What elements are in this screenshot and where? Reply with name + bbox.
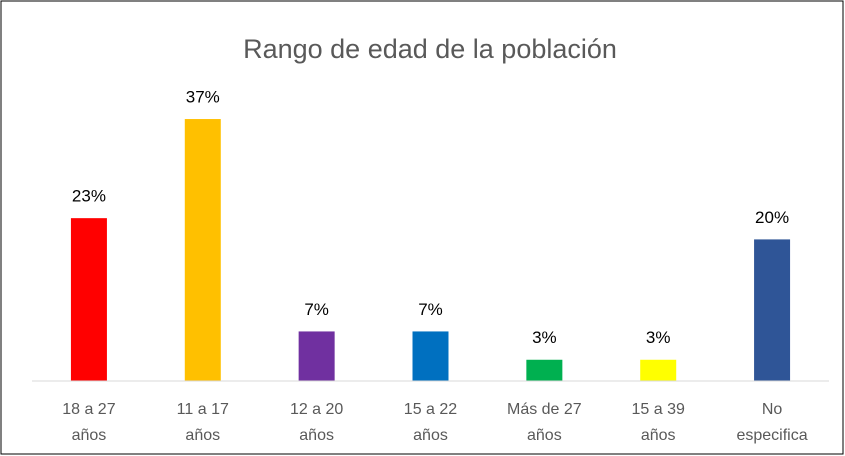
x-tick-label: 18 a 27 años (62, 401, 115, 444)
bar (184, 119, 221, 381)
data-label: 20% (755, 208, 789, 227)
x-tick-label: 11 a 17 años (177, 401, 229, 444)
data-label: 7% (304, 300, 329, 319)
x-tick-label: 15 a 22 años (404, 401, 457, 444)
data-label: 3% (532, 328, 557, 347)
bar (754, 239, 791, 381)
data-label: 3% (646, 328, 671, 347)
chart-title: Rango de edad de la población (243, 34, 617, 64)
x-tick-label: 15 a 39 años (632, 401, 685, 444)
bar (70, 218, 107, 381)
bar (526, 359, 563, 381)
bar (298, 331, 335, 381)
bar (640, 359, 677, 381)
x-tick-label: 12 a 20 años (290, 401, 343, 444)
data-label: 7% (418, 300, 443, 319)
x-tick-label: No especifica (736, 401, 807, 444)
x-tick-label: Más de 27 años (507, 401, 582, 444)
data-label: 37% (186, 88, 220, 107)
bar (412, 331, 449, 381)
data-label: 23% (72, 187, 106, 206)
